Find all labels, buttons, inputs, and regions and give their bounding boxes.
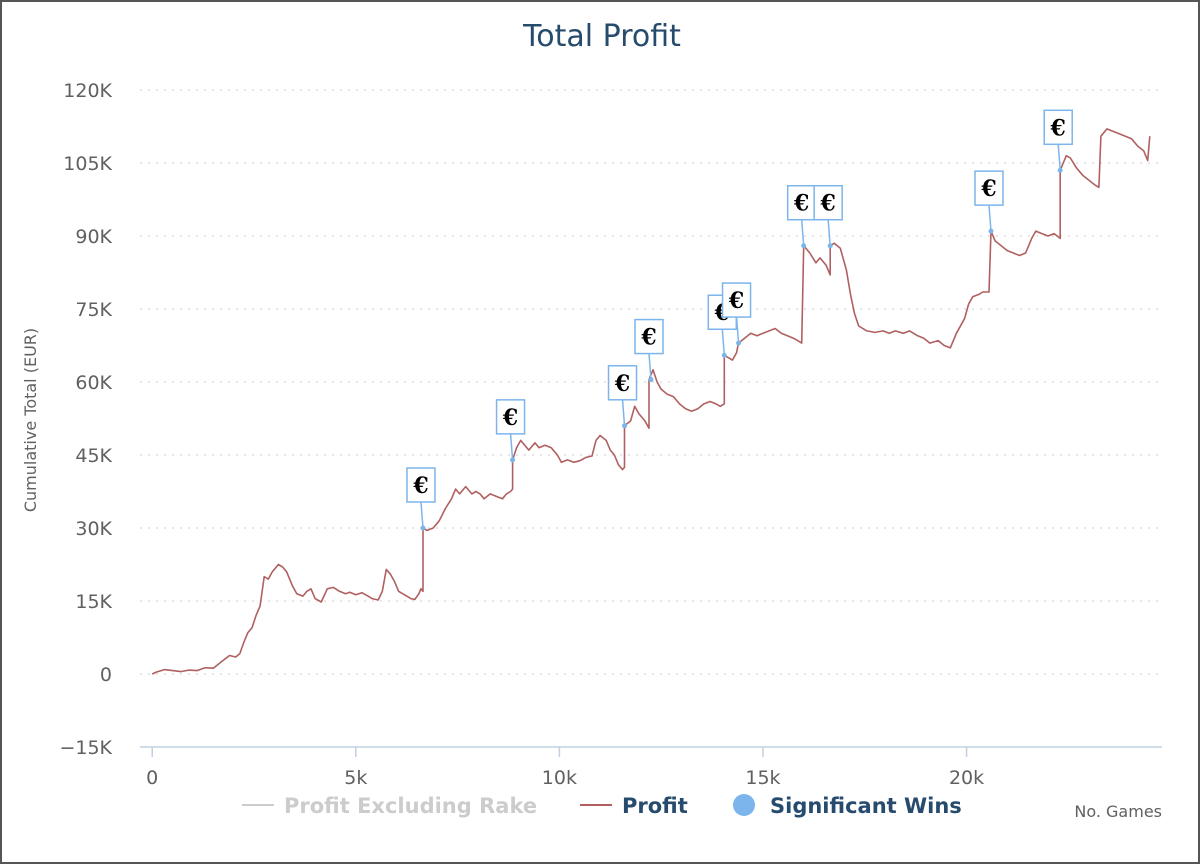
significant-win-flag[interactable]: € [634,318,664,383]
flag-box [1043,109,1073,146]
y-tick-label: 15K [75,591,112,613]
significant-win-point [420,525,426,531]
significant-win-flag[interactable]: € [786,184,817,249]
legend-item-profit[interactable]: Profit [580,794,688,818]
flag-euro-label: € [819,191,835,217]
significant-win-flag[interactable]: € [406,467,436,531]
legend-item-significant-wins[interactable]: Significant Wins [733,794,962,818]
flag-box [406,467,436,503]
flag-connector [721,329,726,356]
series-layer [151,128,1151,675]
flag-connector [621,399,626,426]
flag-connector [648,353,652,380]
x-tick-label: 0 [146,767,158,789]
x-tick-label: 20k [949,767,984,789]
x-axis-title: No. Games [1074,802,1162,821]
flag-euro-label: € [502,405,518,431]
significant-win-point [721,352,727,358]
significant-win-point [1057,167,1063,173]
flag-euro-label: € [640,325,656,351]
y-tick-label: 0 [100,664,112,686]
y-tick-label: 90K [75,226,112,248]
flag-connector [1057,144,1061,171]
flag-connector [988,205,992,232]
legend-item-profit-excluding-rake[interactable]: Profit Excluding Rake [242,794,537,818]
y-tick-label: −15K [59,737,112,759]
flag-connector [800,219,805,246]
flag-box [813,184,843,221]
x-axis-ticks: 0 5k 10k 15k 20k [146,747,984,789]
significant-win-point [827,243,833,249]
flag-box [634,318,664,355]
significant-win-point [622,423,628,429]
legend: Profit Excluding Rake Profit Significant… [242,794,962,818]
legend-label-profit: Profit [622,794,688,818]
legend-label-profit-excluding-rake: Profit Excluding Rake [284,794,537,818]
flag-euro-label: € [614,371,630,397]
flag-connector [827,219,831,246]
significant-win-point [988,228,994,234]
flag-euro-label: € [1050,115,1066,141]
flag-box [495,399,526,435]
flag-box [974,170,1004,206]
y-axis-title: Cumulative Total (EUR) [21,328,40,512]
flag-box [607,365,638,401]
flag-euro-label: € [728,288,744,314]
significant-wins-flags: €€€€€€€€€€ [406,109,1073,531]
significant-win-flag[interactable]: € [1043,109,1073,173]
flag-euro-label: € [412,473,428,499]
x-tick-label: 10k [542,767,577,789]
flag-box [721,282,752,318]
flag-euro-label: € [793,191,809,217]
significant-win-point [736,340,742,346]
flag-box [786,184,817,221]
x-tick-label: 5k [344,767,367,789]
flag-euro-label: € [980,176,996,202]
flag-connector [509,433,514,460]
chart-title: Total Profit [522,19,681,54]
significant-win-flag[interactable]: € [607,365,638,429]
significant-win-flag[interactable]: € [721,282,752,346]
y-tick-label: 105K [63,153,112,175]
significant-win-flag[interactable]: € [495,399,526,463]
legend-label-significant-wins: Significant Wins [770,794,962,818]
y-tick-label: 45K [75,445,112,467]
series-line-profit [151,128,1151,675]
flag-connector [420,501,424,529]
legend-marker-significant-wins [733,794,755,816]
significant-win-point [648,377,654,383]
significant-win-point [801,243,807,249]
y-tick-label: 120K [63,80,112,102]
y-tick-label: 30K [75,518,112,540]
y-tick-label: 60K [75,372,112,394]
flag-connector [735,317,740,344]
significant-win-flag[interactable]: € [813,184,843,249]
y-axis-ticks: 120K 105K 90K 75K 60K 45K 30K 15K 0 −15K [59,80,112,759]
x-tick-label: 15k [745,767,780,789]
y-tick-label: 75K [75,299,112,321]
significant-win-point [510,457,516,463]
significant-win-flag[interactable]: € [974,170,1004,234]
